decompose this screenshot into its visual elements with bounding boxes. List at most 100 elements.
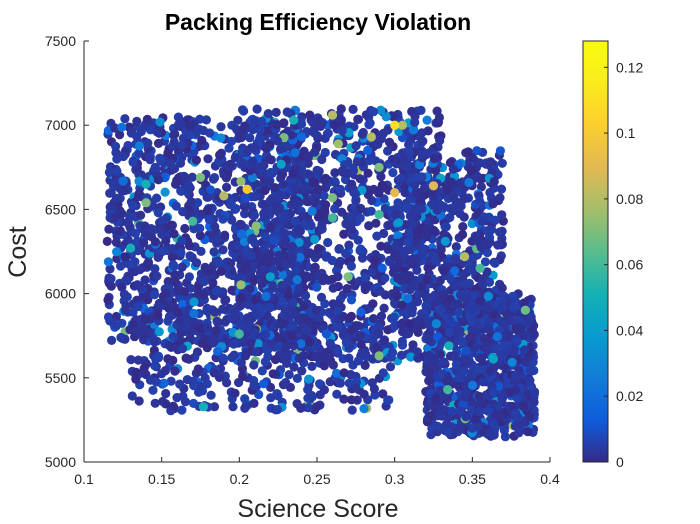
data-point <box>357 253 368 263</box>
highlighted-point <box>195 172 206 182</box>
data-point <box>168 401 178 411</box>
data-point <box>308 117 318 127</box>
data-point <box>126 355 136 365</box>
data-point <box>323 237 333 248</box>
data-point <box>447 406 457 416</box>
highlighted-point <box>327 110 338 120</box>
data-point <box>196 246 206 256</box>
data-point <box>356 203 366 213</box>
data-point <box>303 385 313 395</box>
data-point <box>257 366 267 376</box>
data-point <box>268 369 278 379</box>
data-point <box>218 304 228 314</box>
y-axis-label: Cost <box>4 226 32 277</box>
data-point <box>289 341 299 351</box>
data-point <box>184 354 194 364</box>
data-point <box>323 128 333 138</box>
data-point <box>169 130 179 140</box>
data-point <box>516 323 526 333</box>
data-point <box>405 193 415 203</box>
data-point <box>257 116 267 126</box>
data-point <box>261 143 271 153</box>
data-point <box>484 212 494 222</box>
data-point <box>525 366 535 376</box>
data-point <box>298 351 309 361</box>
data-point <box>211 286 221 296</box>
data-point <box>259 160 269 170</box>
data-point <box>328 283 338 293</box>
highlighted-point <box>460 252 470 262</box>
data-point <box>173 112 183 122</box>
data-point <box>321 252 331 262</box>
data-point <box>468 380 478 390</box>
data-point <box>311 352 321 362</box>
highlighted-point <box>343 272 353 282</box>
data-point <box>161 388 171 399</box>
data-point <box>292 373 302 383</box>
data-point <box>433 411 443 421</box>
highlighted-point <box>374 209 384 220</box>
data-point <box>278 297 288 307</box>
data-point <box>333 322 343 332</box>
data-point <box>150 398 160 408</box>
data-point <box>118 176 128 186</box>
data-point <box>339 394 349 404</box>
data-point <box>429 154 439 164</box>
data-point <box>495 193 505 203</box>
data-point <box>312 282 322 292</box>
data-point <box>259 243 270 253</box>
data-point <box>195 230 205 241</box>
data-point <box>397 300 407 310</box>
colorbar-tick-label: 0.06 <box>616 257 643 273</box>
data-point <box>236 176 246 186</box>
data-point <box>178 344 188 354</box>
data-point <box>105 264 115 274</box>
data-point <box>167 244 177 254</box>
data-point <box>296 339 306 349</box>
data-point <box>185 333 195 343</box>
data-point <box>408 125 419 135</box>
data-point <box>259 379 269 389</box>
data-point <box>183 188 193 198</box>
data-point <box>254 389 264 400</box>
data-point <box>455 406 465 416</box>
data-point <box>346 325 356 335</box>
colorbar-tick-label: 0.04 <box>616 322 643 338</box>
data-point <box>131 367 141 377</box>
data-point <box>134 141 144 151</box>
data-point <box>244 317 254 327</box>
data-point <box>390 252 400 262</box>
highlighted-point <box>428 181 439 191</box>
highlighted-point <box>397 120 407 130</box>
data-point <box>207 337 217 347</box>
data-point <box>265 302 275 313</box>
data-point <box>497 283 507 293</box>
data-point <box>166 376 176 386</box>
data-point <box>360 283 370 293</box>
data-point <box>204 214 214 225</box>
x-tick-label: 0.3 <box>385 471 405 487</box>
data-point <box>294 237 304 247</box>
data-point <box>106 281 116 291</box>
data-point <box>508 291 518 301</box>
data-point <box>256 269 266 279</box>
data-point <box>319 191 329 201</box>
data-point <box>283 291 293 301</box>
data-point <box>400 220 411 230</box>
data-point <box>263 109 273 119</box>
data-point <box>240 394 250 404</box>
data-point <box>396 173 406 183</box>
data-point <box>475 196 485 206</box>
data-point <box>396 276 406 286</box>
data-point <box>412 172 422 183</box>
data-point <box>526 312 536 322</box>
data-point <box>242 147 252 157</box>
data-point <box>150 264 160 274</box>
data-point <box>112 247 122 257</box>
data-point <box>249 328 259 338</box>
data-point <box>450 352 460 362</box>
data-point <box>169 261 179 271</box>
data-point <box>212 316 222 326</box>
data-point <box>356 339 366 350</box>
data-point <box>187 172 197 182</box>
